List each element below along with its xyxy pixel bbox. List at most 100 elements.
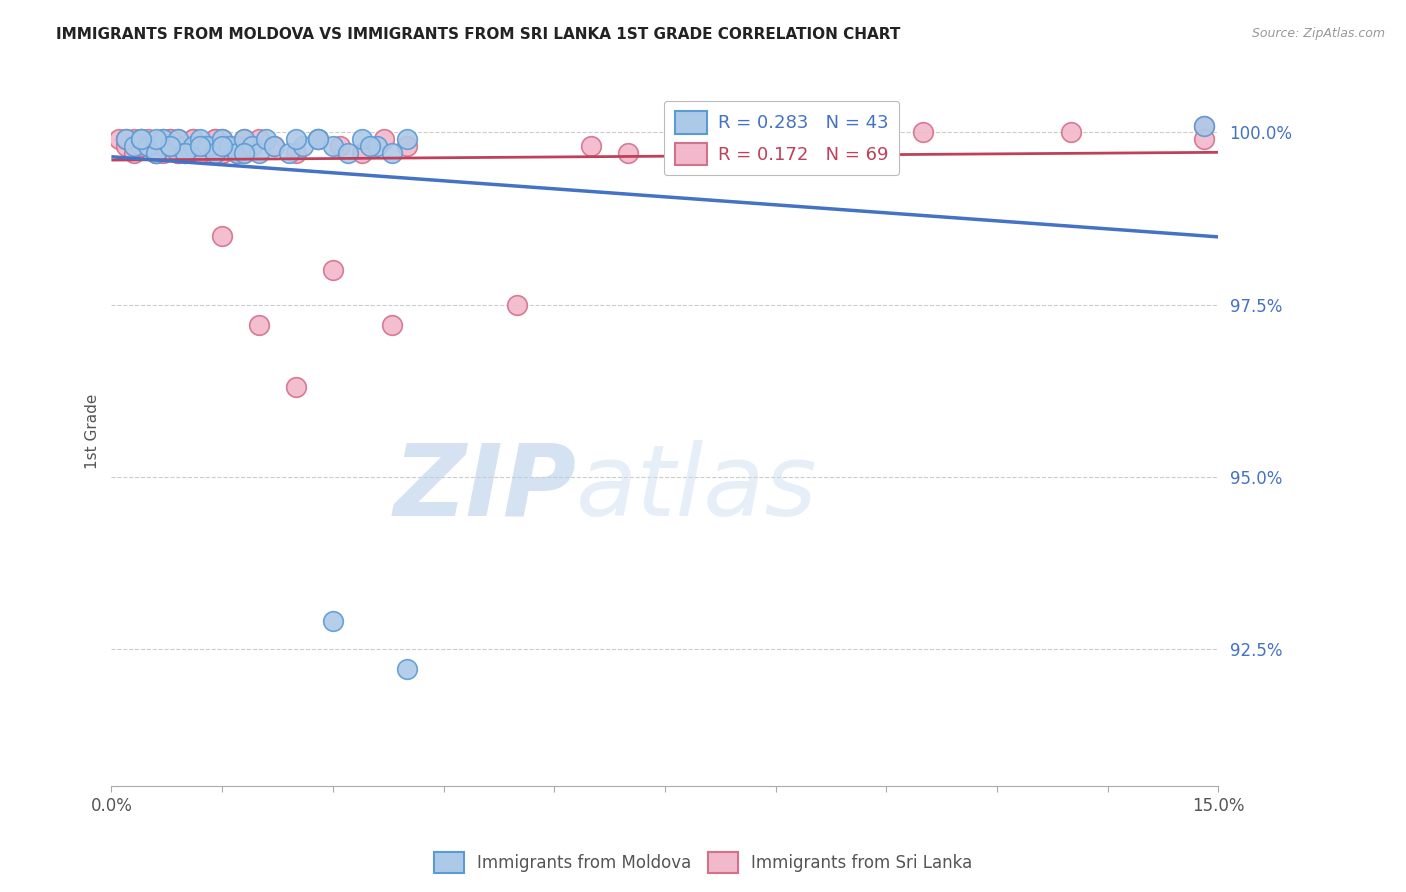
Point — [122, 146, 145, 161]
Point — [181, 132, 204, 146]
Point — [129, 132, 152, 146]
Point — [395, 139, 418, 153]
Point — [1060, 126, 1083, 140]
Point — [211, 146, 233, 161]
Point — [1192, 119, 1215, 133]
Text: ZIP: ZIP — [394, 440, 576, 537]
Legend: Immigrants from Moldova, Immigrants from Sri Lanka: Immigrants from Moldova, Immigrants from… — [427, 846, 979, 880]
Text: Source: ZipAtlas.com: Source: ZipAtlas.com — [1251, 27, 1385, 40]
Point — [129, 132, 152, 146]
Point — [122, 132, 145, 146]
Legend: R = 0.283   N = 43, R = 0.172   N = 69: R = 0.283 N = 43, R = 0.172 N = 69 — [664, 101, 900, 176]
Point — [129, 139, 152, 153]
Point — [233, 146, 256, 161]
Point — [912, 126, 935, 140]
Point — [188, 146, 211, 161]
Point — [218, 139, 240, 153]
Point — [352, 132, 374, 146]
Point — [307, 132, 329, 146]
Y-axis label: 1st Grade: 1st Grade — [86, 394, 100, 469]
Point — [188, 146, 211, 161]
Point — [166, 132, 188, 146]
Point — [145, 146, 167, 161]
Point — [188, 139, 211, 153]
Point — [145, 146, 167, 161]
Point — [506, 297, 529, 311]
Point — [152, 132, 174, 146]
Point — [263, 139, 285, 153]
Point — [211, 139, 233, 153]
Point — [254, 132, 277, 146]
Point — [307, 132, 329, 146]
Point — [159, 139, 181, 153]
Point — [240, 139, 263, 153]
Point — [174, 146, 197, 161]
Point — [136, 139, 159, 153]
Point — [211, 132, 233, 146]
Point — [136, 139, 159, 153]
Point — [107, 132, 129, 146]
Point — [152, 139, 174, 153]
Point — [166, 146, 188, 161]
Point — [225, 139, 247, 153]
Point — [218, 139, 240, 153]
Point — [166, 132, 188, 146]
Point — [395, 132, 418, 146]
Point — [263, 139, 285, 153]
Point — [211, 228, 233, 243]
Point — [395, 662, 418, 676]
Point — [115, 132, 138, 146]
Point — [211, 132, 233, 146]
Point — [204, 132, 226, 146]
Point — [174, 146, 197, 161]
Point — [284, 380, 307, 394]
Point — [145, 146, 167, 161]
Point — [152, 132, 174, 146]
Point — [136, 132, 159, 146]
Point — [181, 139, 204, 153]
Point — [838, 126, 860, 140]
Point — [1192, 132, 1215, 146]
Point — [129, 132, 152, 146]
Point — [329, 139, 352, 153]
Point — [166, 146, 188, 161]
Point — [381, 318, 404, 333]
Point — [247, 132, 270, 146]
Point — [381, 146, 404, 161]
Point — [277, 146, 299, 161]
Point — [174, 139, 197, 153]
Point — [233, 132, 256, 146]
Point — [115, 132, 138, 146]
Point — [617, 146, 640, 161]
Point — [336, 146, 359, 161]
Point — [129, 139, 152, 153]
Point — [225, 146, 247, 161]
Point — [284, 146, 307, 161]
Point — [152, 146, 174, 161]
Point — [174, 139, 197, 153]
Point — [366, 139, 388, 153]
Point — [225, 146, 247, 161]
Point — [322, 139, 344, 153]
Point — [211, 146, 233, 161]
Point — [188, 132, 211, 146]
Point — [284, 132, 307, 146]
Point — [218, 139, 240, 153]
Point — [188, 146, 211, 161]
Point — [145, 132, 167, 146]
Point — [136, 139, 159, 153]
Point — [195, 146, 218, 161]
Point — [159, 132, 181, 146]
Point — [204, 146, 226, 161]
Point — [181, 139, 204, 153]
Point — [1192, 119, 1215, 133]
Point — [352, 146, 374, 161]
Point — [233, 146, 256, 161]
Point — [159, 139, 181, 153]
Point — [174, 139, 197, 153]
Point — [181, 132, 204, 146]
Point — [159, 139, 181, 153]
Point — [322, 263, 344, 277]
Point — [195, 139, 218, 153]
Point — [322, 614, 344, 628]
